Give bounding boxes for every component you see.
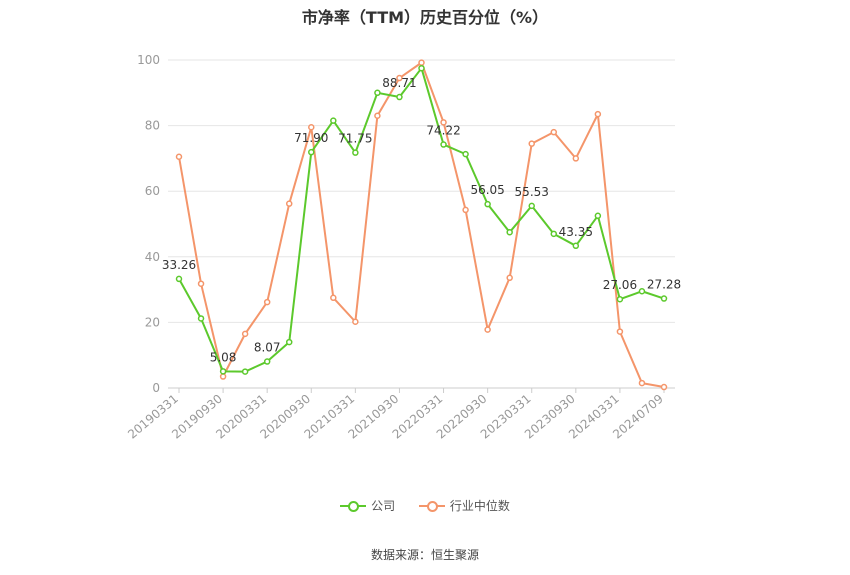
- y-tick-label: 100: [137, 53, 160, 67]
- data-point-1: [396, 74, 403, 82]
- legend-marker-industry-median: [418, 499, 445, 513]
- data-point-1: [616, 328, 624, 335]
- data-point-1: [550, 128, 558, 136]
- legend: 公司 行业中位数: [0, 497, 850, 516]
- legend-item-company[interactable]: 公司: [340, 497, 395, 514]
- data-point-0: [241, 368, 249, 375]
- legend-item-industry-median[interactable]: 行业中位数: [418, 497, 510, 514]
- data-point-0: [285, 338, 293, 346]
- data-point-1: [374, 112, 381, 120]
- data-point-1: [197, 280, 205, 287]
- data-label: 88.71: [382, 76, 416, 90]
- data-point-1: [660, 383, 668, 391]
- data-point-0: [352, 149, 359, 156]
- data-point-1: [462, 206, 469, 214]
- legend-label-industry-median: 行业中位数: [449, 499, 510, 513]
- chart-title: 市净率（TTM）历史百分位（%）: [301, 8, 549, 27]
- data-point-0: [594, 212, 602, 220]
- y-tick-label: 20: [145, 315, 160, 329]
- data-label: 71.90: [294, 131, 328, 145]
- data-label: 8.07: [254, 341, 281, 355]
- data-point-1: [352, 318, 359, 325]
- data-point-0: [197, 315, 205, 322]
- data-label: 55.53: [515, 185, 549, 199]
- series-group: [175, 59, 668, 391]
- data-label: 56.05: [470, 183, 504, 197]
- data-point-0: [506, 228, 513, 236]
- data-point-0: [396, 93, 403, 101]
- data-point-0: [528, 202, 535, 210]
- x-axis: 2019033120190930202003312020093020210331…: [125, 388, 666, 442]
- data-point-0: [550, 230, 558, 238]
- y-axis-ticks: 0 20 40 60 80 100: [137, 53, 160, 395]
- data-point-0: [462, 150, 469, 158]
- y-tick-label: 80: [145, 119, 160, 133]
- data-point-1: [308, 123, 315, 131]
- data-point-0: [374, 89, 381, 97]
- data-point-1: [506, 274, 513, 282]
- data-label: 71.75: [338, 132, 372, 146]
- data-point-1: [528, 140, 535, 147]
- data-point-0: [175, 275, 183, 283]
- data-point-0: [308, 148, 315, 156]
- data-label: 74.22: [426, 124, 460, 138]
- data-labels: 33.26 5.08 8.07 71.90 71.75 88.71 74.22 56.05 55…: [162, 76, 681, 364]
- data-point-0: [484, 200, 491, 208]
- data-point-1: [241, 330, 249, 338]
- data-point-1: [418, 59, 425, 66]
- data-label: 43.35: [559, 225, 593, 239]
- data-point-1: [263, 298, 271, 306]
- data-point-1: [219, 373, 227, 380]
- data-point-1: [285, 200, 293, 207]
- data-point-1: [572, 155, 580, 162]
- data-point-1: [638, 379, 646, 387]
- data-point-0: [638, 287, 646, 295]
- data-point-0: [330, 117, 337, 124]
- legend-marker-company: [340, 499, 367, 513]
- y-tick-label: 40: [145, 250, 160, 264]
- data-point-0: [219, 368, 227, 375]
- data-point-1: [330, 294, 337, 302]
- data-label: 27.06: [603, 278, 637, 292]
- data-point-0: [660, 295, 668, 302]
- data-label: 27.28: [647, 278, 681, 292]
- y-tick-label: 0: [152, 381, 160, 395]
- data-point-0: [418, 64, 425, 72]
- data-point-0: [440, 141, 447, 148]
- data-point-0: [263, 358, 271, 365]
- grid-lines: [168, 59, 675, 389]
- data-point-1: [594, 110, 602, 118]
- legend-label-company: 公司: [371, 499, 396, 513]
- data-point-0: [572, 242, 580, 250]
- data-point-1: [440, 119, 447, 126]
- data-point-0: [616, 295, 624, 303]
- data-point-1: [175, 153, 183, 161]
- data-label: 5.08: [210, 350, 237, 364]
- y-tick-label: 60: [145, 184, 160, 198]
- data-source: 数据来源：恒生聚源: [370, 548, 479, 562]
- data-label: 33.26: [162, 258, 196, 272]
- data-point-1: [484, 326, 491, 333]
